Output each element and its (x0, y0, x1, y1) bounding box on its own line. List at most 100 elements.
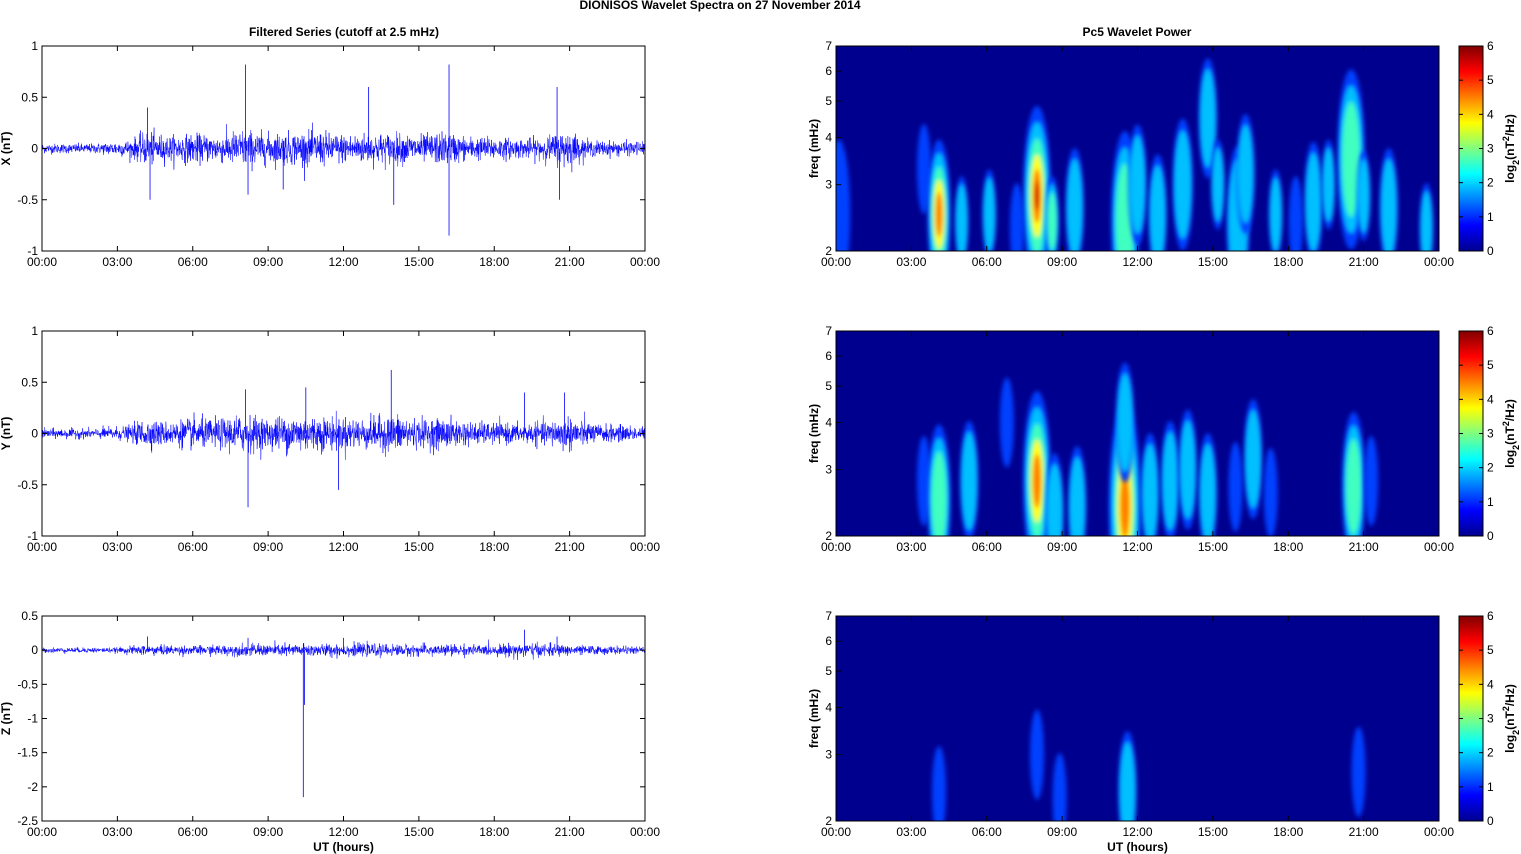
series-xtick-label: 00:00 (27, 255, 57, 269)
power-contour (1009, 183, 1024, 251)
wavelet-xtick-label: 15:00 (1198, 825, 1228, 839)
colorbar-tick-label: 4 (1487, 107, 1494, 121)
power-contour (1117, 373, 1133, 472)
power-blob (1115, 362, 1135, 483)
power-contour (1069, 456, 1085, 536)
series-xtick-label: 18:00 (479, 540, 509, 554)
ytick-label: -2.5 (17, 814, 38, 828)
series-xtick-label: 06:00 (178, 255, 208, 269)
power-contour (1129, 135, 1146, 234)
series-xtick-label: 03:00 (102, 540, 132, 554)
power-blob (1228, 441, 1243, 532)
series-xtick-label: 21:00 (555, 825, 585, 839)
ytick-label: 2 (825, 244, 832, 258)
power-blob (1023, 390, 1051, 536)
wavelet-xtick-label: 06:00 (972, 825, 1002, 839)
series-trace (41, 122, 646, 181)
power-contour (932, 746, 947, 821)
colorbar-tick-label: 2 (1487, 461, 1494, 475)
ytick-label: -0.5 (17, 193, 38, 207)
ytick-label: 0 (31, 427, 38, 441)
wavelet-xtick-label: 12:00 (1122, 540, 1152, 554)
wavelet-xtick-label: 06:00 (972, 255, 1002, 269)
ylabel: freq (mHz) (807, 119, 821, 178)
power-blob (1172, 118, 1193, 251)
power-contour (1067, 158, 1083, 251)
power-contour (1200, 69, 1216, 168)
power-blob (1341, 411, 1366, 536)
power-contour (1263, 448, 1278, 536)
power-blob (1160, 420, 1180, 536)
power-blob (932, 746, 947, 821)
power-field (916, 362, 1379, 536)
ytick-label: -0.5 (17, 677, 38, 691)
power-blob (1067, 446, 1087, 536)
colorbar-tick-label: 6 (1487, 609, 1494, 623)
series-plot-x: -1 -0.5 0 0.5 1 00:00 03:00 06:00 09:00 12:00 15:0… (0, 39, 660, 269)
power-contour (1288, 176, 1303, 251)
series-xlabel: UT (hours) (313, 840, 374, 854)
power-blob (1045, 176, 1060, 251)
power-contour (1174, 130, 1192, 239)
power-contour (1305, 152, 1322, 251)
ytick-label: 7 (825, 39, 832, 53)
power-contour (836, 139, 851, 251)
ytick-label: 5 (825, 94, 832, 108)
series-xtick-label: 12:00 (328, 825, 358, 839)
power-contour (935, 191, 943, 237)
wavelet-xlabel: UT (hours) (1107, 840, 1168, 854)
wavelet-xtick-label: 00:00 (1424, 825, 1454, 839)
power-contour (1034, 181, 1040, 211)
colorbar-tick-label: 6 (1487, 39, 1494, 53)
series-xtick-label: 09:00 (253, 255, 283, 269)
wavelet-xtick-label: 00:00 (821, 540, 851, 554)
colorbar-label: log2(nT2/Hz) (1501, 684, 1521, 753)
wavelet-plot-y: 2 3 4 5 6 7 00:00 03:00 06:00 09:00 12:00 15:00 18:0… (807, 324, 1521, 554)
power-blob (1178, 409, 1198, 530)
colorbar-tick-label: 3 (1487, 712, 1494, 726)
series-xtick-label: 18:00 (479, 825, 509, 839)
wavelet-xtick-label: 00:00 (821, 255, 851, 269)
power-contour (955, 184, 968, 251)
ytick-label: -1.5 (17, 746, 38, 760)
power-blob (1268, 169, 1283, 251)
series-xtick-label: 00:00 (27, 825, 57, 839)
colorbar-label: log2(nT2/Hz) (1501, 399, 1521, 468)
figure-title: DIONISOS Wavelet Spectra on 27 November … (580, 0, 861, 12)
power-field (836, 58, 1434, 251)
power-contour (1269, 177, 1282, 251)
colorbar-tick-label: 1 (1487, 495, 1494, 509)
ytick-label: -0.5 (17, 478, 38, 492)
power-contour (1346, 438, 1362, 535)
ytick-label: 3 (825, 178, 832, 192)
series-xtick-label: 00:00 (27, 540, 57, 554)
wavelet-xtick-label: 00:00 (1424, 540, 1454, 554)
ytick-label: 1 (31, 324, 38, 338)
power-contour (1200, 443, 1216, 536)
series-xtick-label: 15:00 (404, 255, 434, 269)
power-contour (1381, 158, 1397, 251)
wavelet-xtick-label: 21:00 (1349, 825, 1379, 839)
wavelet-xtick-label: 18:00 (1273, 255, 1303, 269)
colorbar-tick-label: 0 (1487, 529, 1494, 543)
power-blob (1321, 139, 1336, 230)
power-contour (1119, 741, 1136, 821)
wavelet-xtick-label: 12:00 (1122, 255, 1152, 269)
ytick-label: 7 (825, 609, 832, 623)
power-contour (1322, 147, 1335, 222)
series-trace (41, 410, 646, 460)
power-blob (1379, 148, 1399, 251)
power-contour (1030, 709, 1044, 800)
power-blob (1140, 433, 1160, 536)
colorbar-tick-label: 2 (1487, 176, 1494, 190)
left-column-title: Filtered Series (cutoff at 2.5 mHz) (249, 25, 439, 39)
series-xtick-label: 00:00 (630, 255, 660, 269)
ytick-label: -2 (27, 780, 38, 794)
power-contour (1212, 147, 1224, 222)
wavelet-xtick-label: 21:00 (1349, 255, 1379, 269)
ytick-label: 3 (825, 463, 832, 477)
power-blob (999, 377, 1014, 468)
ytick-label: 5 (825, 664, 832, 678)
series-xtick-label: 15:00 (404, 540, 434, 554)
colorbar-tick-label: 0 (1487, 814, 1494, 828)
